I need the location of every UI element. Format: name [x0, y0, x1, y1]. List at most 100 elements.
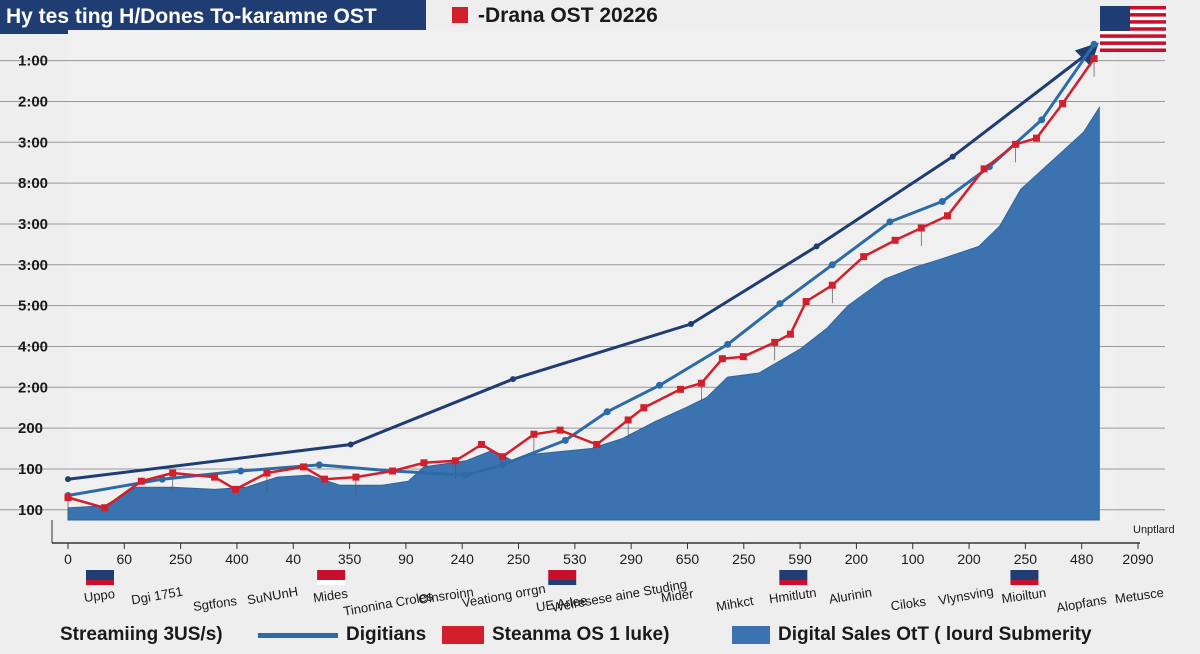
point-red: [980, 165, 988, 173]
y-tick-label: 3:00: [18, 257, 48, 274]
legend-item-digitians: Digitians: [258, 624, 426, 646]
us-flag-icon: [1100, 6, 1166, 52]
x-tick-labels: 0 60 250 400 40 350 90 240 250 530 290 650 250 590 200…: [64, 551, 1154, 567]
y-tick-label: 3:00: [18, 216, 48, 233]
x-tick-label: 650: [676, 551, 700, 567]
flag-canton: [1100, 6, 1130, 31]
flag-stripe: [1100, 13, 1166, 17]
x-category-label: Dgi 1751: [130, 584, 184, 608]
y-tick-label: 100: [18, 461, 43, 478]
point-red: [891, 236, 899, 244]
x-tick-label: 90: [398, 551, 414, 567]
y-tick-label: 1:00: [18, 53, 48, 70]
y-tick-label: 100: [18, 502, 43, 519]
category-flag-icon: [779, 570, 808, 580]
chart-subtitle-text: -Drana OST 202​26: [478, 4, 658, 27]
point-red: [593, 440, 601, 448]
point-red: [697, 379, 705, 387]
x-category-label: Veationg orrgn: [461, 581, 547, 610]
x-tick-label: 400: [225, 551, 249, 567]
flag-stripe: [1100, 6, 1166, 10]
x-tick-label: 250: [507, 551, 531, 567]
y-tick-labels: 1:00 2:00 3:00 8:00 3:00 3:00 5:00 4:00 2:00 200 1…: [18, 53, 48, 519]
point-red: [1090, 55, 1098, 63]
point-red: [917, 224, 925, 232]
point-red: [718, 355, 726, 363]
point-red: [101, 504, 109, 512]
point-red: [232, 485, 240, 493]
subtitle-swatch: [452, 7, 468, 23]
x-category-label: Metusce: [1114, 585, 1165, 607]
legend-label: Digitians: [346, 624, 427, 645]
category-flag-icon: [317, 570, 346, 580]
x-category-label: Hmitlutn: [768, 585, 817, 606]
y-tick-label: 4:00: [18, 338, 48, 355]
x-tick-label: 200: [845, 551, 869, 567]
legend-swatch-red: [442, 626, 484, 644]
point-red: [389, 467, 397, 475]
x-axis-note: Unptlard: [1133, 524, 1175, 536]
point-red: [1059, 100, 1067, 107]
point-red: [1012, 140, 1020, 148]
flag-stripe: [1100, 20, 1166, 24]
x-tick-label: 590: [788, 551, 812, 567]
y-tick-label: 2:00: [18, 379, 48, 396]
x-tick-label: 240: [451, 551, 475, 567]
point-steel: [315, 461, 323, 469]
x-tick-label: 530: [563, 551, 587, 567]
point-steel: [1038, 116, 1046, 124]
category-flag-icon: [317, 580, 346, 585]
point-red: [640, 404, 648, 412]
flag-stripe: [1100, 41, 1166, 45]
point-red: [64, 494, 72, 502]
category-flag-icon: [779, 580, 808, 585]
x-tick-label: 290: [619, 551, 643, 567]
point-red: [786, 330, 794, 338]
point-red: [478, 440, 486, 448]
point-red: [420, 459, 428, 467]
point-red: [530, 430, 538, 438]
point-steel: [886, 218, 894, 226]
area-digital-sales: [67, 105, 1100, 521]
x-tick-label: 100: [901, 551, 925, 567]
x-tick-label: 350: [338, 551, 362, 567]
point-red: [556, 426, 564, 434]
flag-stripe: [1100, 27, 1166, 31]
x-category-label: Uppo: [83, 586, 116, 605]
y-tick-label: 8:00: [18, 175, 48, 192]
point-navy: [65, 476, 71, 483]
category-flag-icon: [86, 580, 114, 585]
point-red: [943, 212, 951, 220]
legend-swatch-line: [258, 632, 338, 638]
point-red: [676, 385, 684, 393]
point-red: [771, 338, 779, 346]
x-tick-label: 0: [64, 551, 72, 567]
legend-label: Digital Sales OtT ( lourd Submerity: [778, 624, 1092, 645]
point-red: [137, 477, 145, 485]
x-tick-label: 250: [169, 551, 193, 567]
point-steel: [603, 408, 611, 416]
x-tick-label: 250: [732, 551, 756, 567]
point-red: [624, 416, 632, 424]
category-flag-icon: [1010, 580, 1039, 585]
x-tick-label: 200: [957, 551, 981, 567]
point-steel: [237, 467, 245, 475]
y-tick-label: 2:00: [18, 93, 48, 110]
point-steel: [776, 300, 784, 308]
line-series: [64, 40, 1099, 512]
x-tick-label: 2090: [1122, 551, 1153, 567]
category-flag-icon: [548, 570, 577, 580]
point-navy: [813, 243, 820, 250]
point-steel: [1090, 40, 1098, 48]
legend-swatch-area: [732, 626, 770, 644]
x-category-label: Sgtfons: [192, 593, 238, 614]
flag-stripe: [1100, 48, 1166, 52]
point-navy: [949, 153, 956, 160]
legend-prefix: Streamiing 3US/s): [60, 624, 223, 645]
point-red: [263, 469, 271, 477]
point-red: [352, 473, 360, 481]
point-steel: [828, 261, 836, 269]
legend-item-streaming: Steanma OS 1 luke): [442, 624, 669, 646]
x-category-label: Alurinin: [828, 584, 873, 606]
point-red: [169, 469, 177, 477]
